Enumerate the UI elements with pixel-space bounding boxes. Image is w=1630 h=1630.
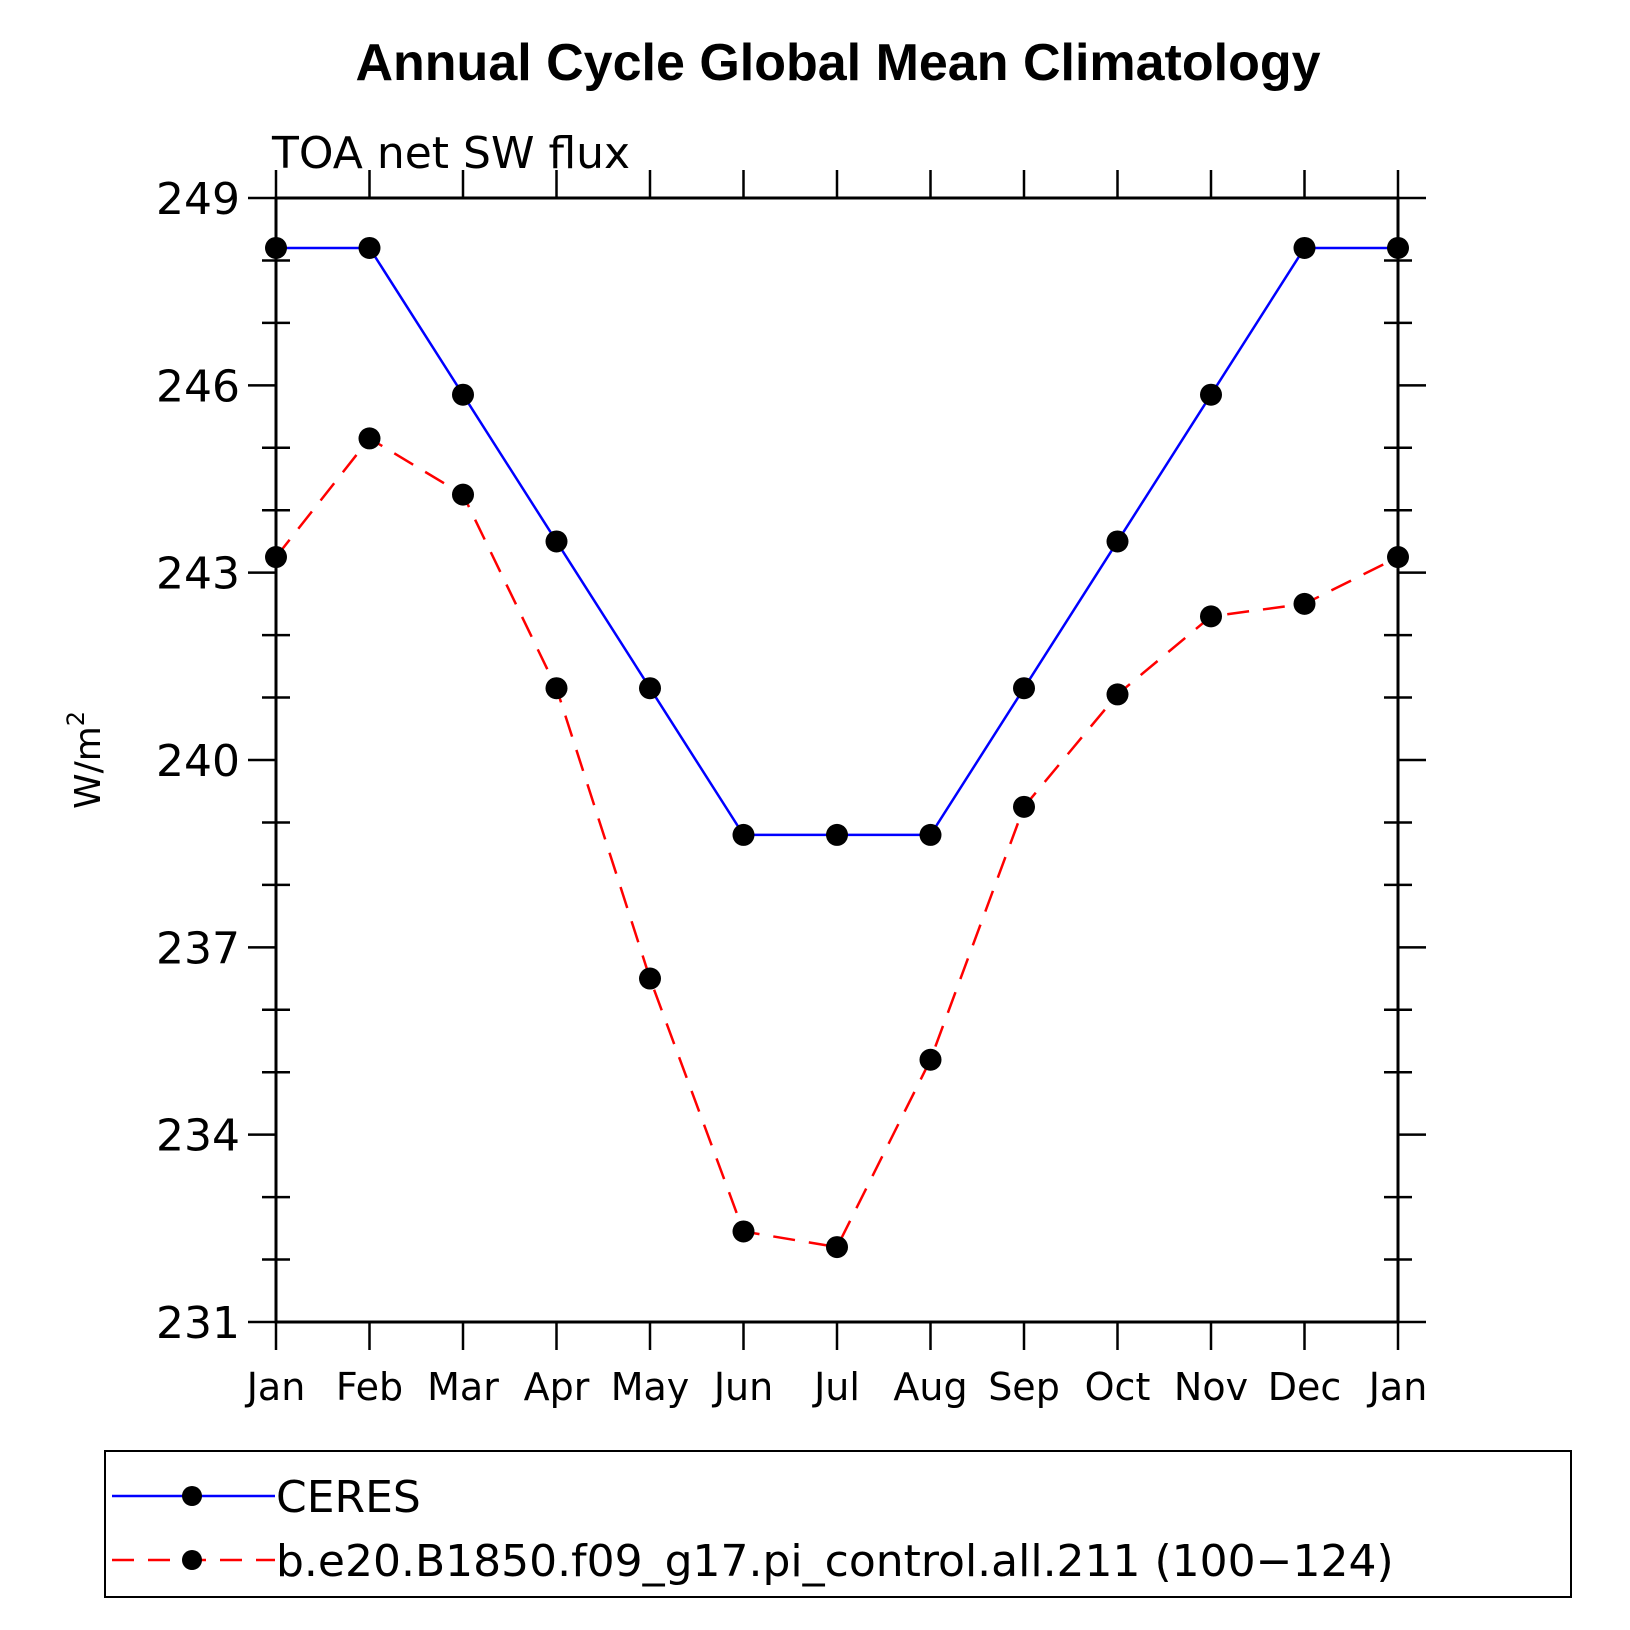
- data-point-2: [826, 1236, 848, 1259]
- data-point-2: [452, 483, 474, 506]
- y-tick-label: 231: [156, 1298, 240, 1349]
- data-point-2: [545, 677, 568, 700]
- y-axis-label-text: W/m: [68, 726, 109, 809]
- x-tick-label: Jan: [245, 1365, 306, 1409]
- y-tick-label: 240: [156, 736, 240, 787]
- data-point-1: [1200, 383, 1222, 406]
- chart-subtitle: TOA net SW flux: [271, 128, 630, 179]
- data-point-1: [826, 823, 848, 846]
- data-point-2: [1293, 592, 1316, 615]
- data-point-2: [1200, 605, 1222, 628]
- data-point-1: [732, 823, 755, 846]
- chart-title: Annual Cycle Global Mean Climatology: [355, 34, 1320, 92]
- data-point-1: [358, 236, 381, 259]
- data-point-1: [1013, 677, 1035, 700]
- y-axis-label: W/m2: [62, 711, 109, 809]
- legend-marker-2: [182, 1550, 202, 1570]
- x-tick-label: Dec: [1268, 1365, 1342, 1409]
- data-point-2: [1013, 795, 1035, 818]
- data-point-2: [639, 967, 661, 990]
- data-point-1: [1387, 236, 1409, 259]
- legend-label-2: b.e20.B1850.f09_g17.pi_control.all.211 (…: [276, 1536, 1394, 1587]
- axes: 231 234 237 240 243 246 249 Jan Feb Mar Apr May Jun J…: [156, 170, 1427, 1409]
- x-tick-label: Jan: [1367, 1365, 1428, 1409]
- data-point-1: [265, 236, 287, 259]
- data-point-2: [1387, 546, 1409, 569]
- data-point-1: [1293, 236, 1316, 259]
- x-tick-label: May: [611, 1365, 690, 1409]
- data-point-1: [452, 383, 474, 406]
- legend-label-1: CERES: [276, 1472, 421, 1523]
- legend-marker-1: [182, 1486, 202, 1506]
- legend: CERES b.e20.B1850.f09_g17.pi_control.all.…: [112, 1472, 1394, 1587]
- x-tick-label: Apr: [524, 1365, 590, 1409]
- x-tick-label: Jun: [712, 1365, 773, 1409]
- series-line-1: [276, 246, 1398, 837]
- data-point-1: [639, 677, 661, 700]
- x-tick-label: Nov: [1174, 1365, 1248, 1409]
- x-tick-label: Oct: [1085, 1365, 1151, 1409]
- x-tick-label: Mar: [427, 1365, 499, 1409]
- y-tick-label: 246: [156, 361, 240, 412]
- x-tick-label: Sep: [988, 1365, 1060, 1409]
- y-axis-label-superscript: 2: [62, 711, 90, 726]
- y-tick-label: 249: [156, 174, 240, 225]
- legend-box: [104, 1450, 1572, 1598]
- data-point-2: [1106, 683, 1129, 706]
- x-tick-label: Feb: [336, 1365, 403, 1409]
- x-tick-label: Aug: [893, 1365, 967, 1409]
- data-point-1: [1106, 530, 1129, 553]
- series-layer: [265, 236, 1409, 1259]
- data-point-2: [358, 427, 381, 450]
- y-tick-label: 243: [156, 549, 240, 600]
- data-point-1: [545, 530, 568, 553]
- y-tick-label: 237: [156, 923, 240, 974]
- y-tick-label: 234: [156, 1111, 240, 1162]
- x-tick-label: Jul: [812, 1365, 860, 1409]
- data-point-2: [919, 1048, 942, 1071]
- data-point-2: [732, 1220, 755, 1243]
- data-point-1: [919, 823, 942, 846]
- data-point-2: [265, 546, 287, 569]
